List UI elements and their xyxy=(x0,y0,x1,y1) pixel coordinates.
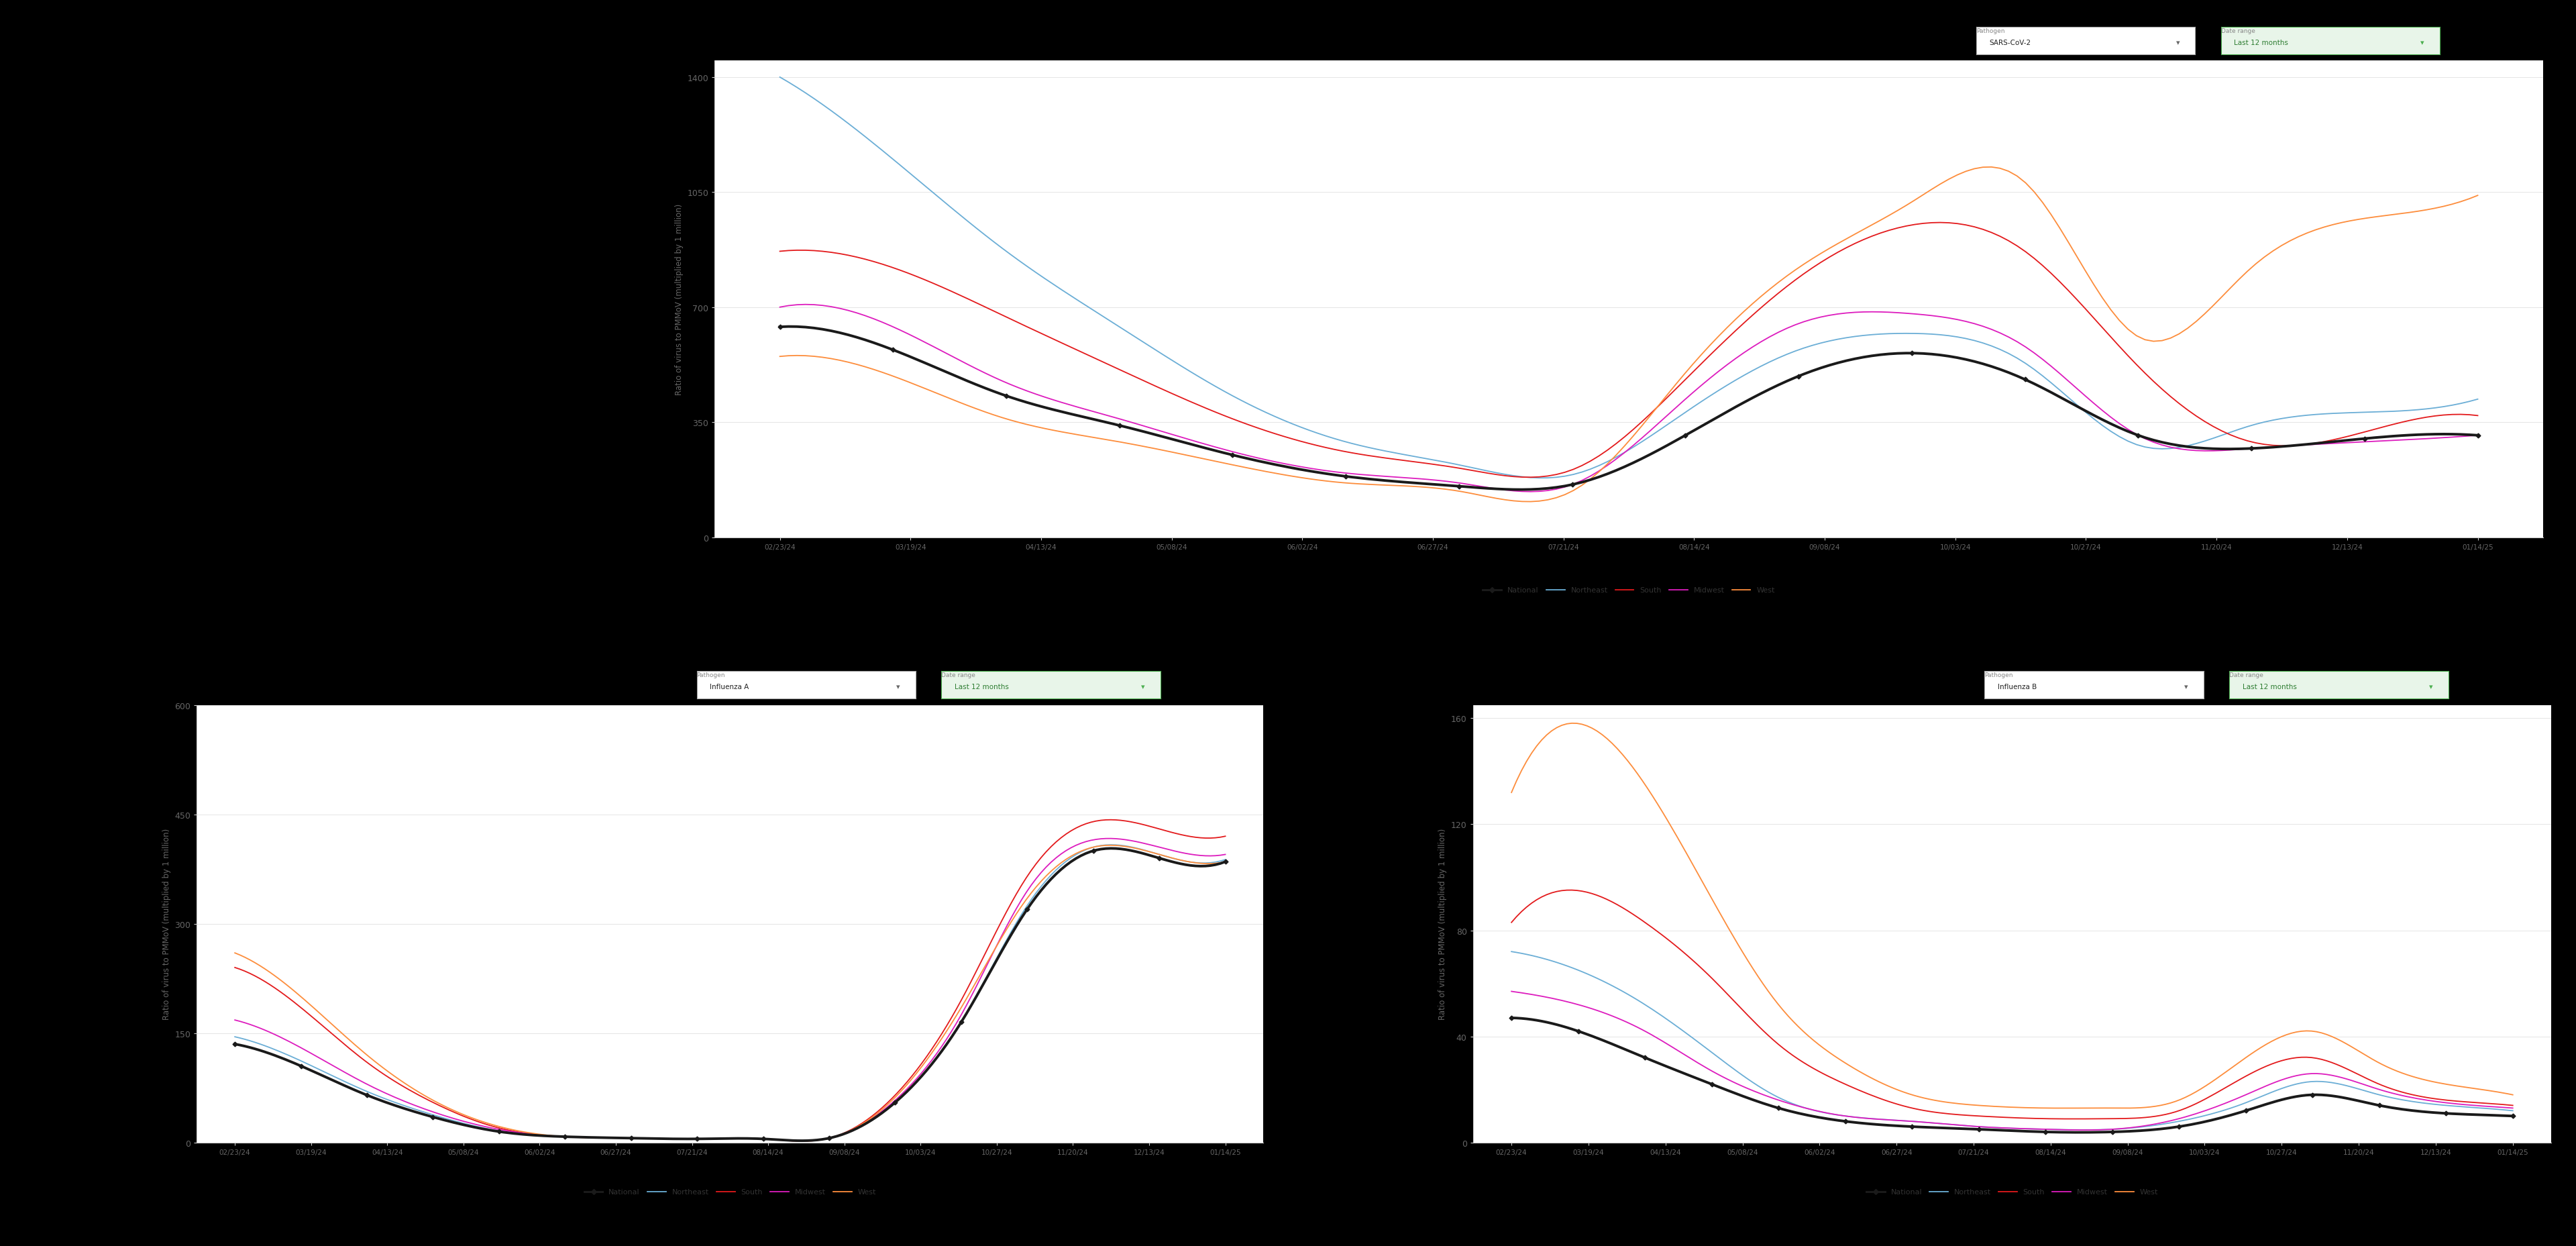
Text: Date range: Date range xyxy=(2221,27,2254,34)
Text: Last 12 months: Last 12 months xyxy=(2241,683,2298,690)
Legend: National, Northeast, South, Midwest, West: National, Northeast, South, Midwest, Wes… xyxy=(582,1186,878,1199)
Text: Date range: Date range xyxy=(2228,672,2264,678)
Text: ▾: ▾ xyxy=(896,683,899,690)
Legend: National, Northeast, South, Midwest, West: National, Northeast, South, Midwest, Wes… xyxy=(1862,1186,2161,1199)
Text: ▾: ▾ xyxy=(2177,40,2179,46)
Text: Pathogen: Pathogen xyxy=(1976,27,2004,34)
Text: Pathogen: Pathogen xyxy=(696,672,726,678)
Text: SARS-CoV-2: SARS-CoV-2 xyxy=(1989,40,2030,46)
Text: Last 12 months: Last 12 months xyxy=(2233,40,2287,46)
Y-axis label: Ratio of virus to PMMoV (multiplied by 1 million): Ratio of virus to PMMoV (multiplied by 1… xyxy=(1437,829,1448,1019)
Text: ▾: ▾ xyxy=(1141,683,1144,690)
Text: Last 12 months: Last 12 months xyxy=(956,683,1010,690)
Text: Influenza A: Influenza A xyxy=(711,683,750,690)
Y-axis label: Ratio of virus to PMMoV (multiplied by 1 million): Ratio of virus to PMMoV (multiplied by 1… xyxy=(675,204,683,395)
Text: ▾: ▾ xyxy=(2429,683,2432,690)
Text: Pathogen: Pathogen xyxy=(1984,672,2012,678)
Y-axis label: Ratio of virus to PMMoV (multiplied by 1 million): Ratio of virus to PMMoV (multiplied by 1… xyxy=(162,829,170,1019)
Text: ▾: ▾ xyxy=(2421,40,2424,46)
Text: ▾: ▾ xyxy=(2184,683,2187,690)
Legend: National, Northeast, South, Midwest, West: National, Northeast, South, Midwest, Wes… xyxy=(1479,584,1777,597)
Text: Date range: Date range xyxy=(940,672,976,678)
Text: Influenza B: Influenza B xyxy=(1996,683,2038,690)
